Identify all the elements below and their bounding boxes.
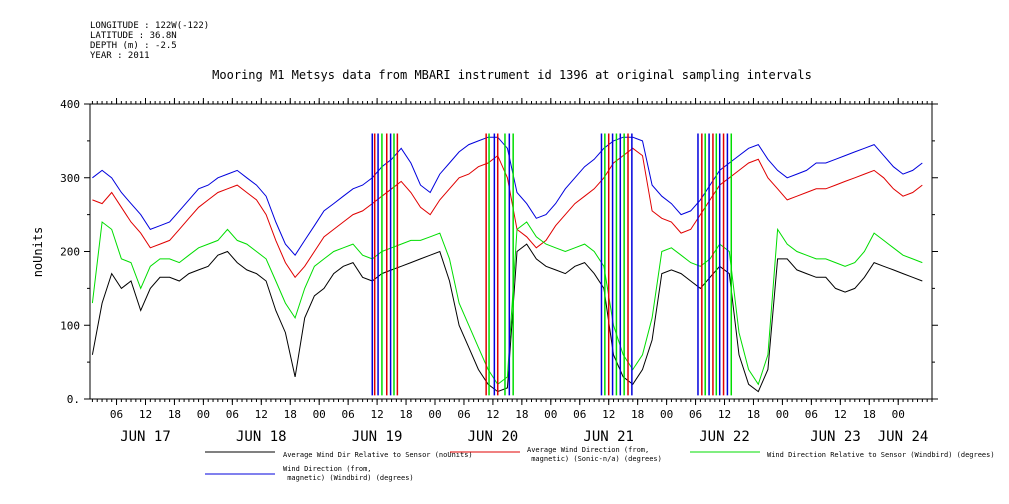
x-tick-label: 06 bbox=[805, 408, 818, 421]
x-tick-label: 18 bbox=[284, 408, 297, 421]
legend-label-line: Average Wind Direction (from, bbox=[527, 446, 649, 454]
x-day-label: JUN 18 bbox=[236, 429, 287, 445]
x-tick-label: 00 bbox=[197, 408, 210, 421]
legend-label-line: magnetic) (Windbird) (degrees) bbox=[283, 474, 414, 482]
x-day-label: JUN 20 bbox=[468, 429, 519, 445]
x-tick-label: 00 bbox=[544, 408, 557, 421]
latitude-text: LATITUDE : 36.8N bbox=[90, 31, 177, 41]
x-day-label: JUN 23 bbox=[810, 429, 861, 445]
x-tick-label: 12 bbox=[718, 408, 731, 421]
x-tick-label: 18 bbox=[863, 408, 876, 421]
x-tick-label: 00 bbox=[776, 408, 789, 421]
x-tick-label: 06 bbox=[457, 408, 470, 421]
x-tick-label: 12 bbox=[602, 408, 615, 421]
x-day-label: JUN 17 bbox=[120, 429, 171, 445]
x-tick-label: 06 bbox=[342, 408, 355, 421]
y-tick-label: 400 bbox=[60, 98, 80, 111]
legend-label-line: Wind Direction Relative to Sensor (Windb… bbox=[767, 451, 995, 459]
legend-label-3: Wind Direction (from, magnetic) (Windbir… bbox=[283, 465, 414, 482]
x-day-label: JUN 19 bbox=[352, 429, 403, 445]
depth-text: DEPTH (m) : -2.5 bbox=[90, 41, 177, 51]
x-tick-label: 06 bbox=[110, 408, 123, 421]
x-tick-label: 18 bbox=[168, 408, 181, 421]
x-tick-label: 12 bbox=[139, 408, 152, 421]
series-line-0 bbox=[91, 243, 923, 393]
x-tick-label: 12 bbox=[834, 408, 847, 421]
x-tick-label: 00 bbox=[313, 408, 326, 421]
chart-title: Mooring M1 Metsys data from MBARI instru… bbox=[212, 68, 812, 82]
y-tick-label: 0. bbox=[67, 393, 80, 406]
year-text: YEAR : 2011 bbox=[90, 51, 150, 61]
x-tick-label: 12 bbox=[486, 408, 499, 421]
x-tick-label: 12 bbox=[370, 408, 383, 421]
x-tick-label: 18 bbox=[747, 408, 760, 421]
y-tick-label: 100 bbox=[60, 319, 80, 332]
x-tick-label: 00 bbox=[892, 408, 905, 421]
y-tick-label: 200 bbox=[60, 246, 80, 259]
legend-label-1: Average Wind Direction (from, magnetic) … bbox=[527, 446, 662, 463]
x-day-label: JUN 24 bbox=[878, 429, 929, 445]
metadata-block: LONGITUDE : 122W(-122) LATITUDE : 36.8N … bbox=[90, 21, 209, 61]
x-tick-label: 06 bbox=[226, 408, 239, 421]
x-day-label: JUN 22 bbox=[699, 429, 750, 445]
legend-label-line: Average Wind Dir Relative to Sensor (noU… bbox=[283, 451, 473, 459]
axes-group: 0. 100 200 300 400 06 12 18 00 06 12 18 00 06 12 18 00 06… bbox=[60, 98, 938, 445]
x-tick-label: 06 bbox=[689, 408, 702, 421]
x-day-label: JUN 21 bbox=[583, 429, 634, 445]
legend-label-line: magnetic) (Sonic-n/a) (degrees) bbox=[527, 455, 662, 463]
x-tick-label: 12 bbox=[255, 408, 268, 421]
plot-frame bbox=[89, 103, 933, 400]
y-axis-label: noUnits bbox=[31, 227, 45, 278]
x-tick-label: 00 bbox=[660, 408, 673, 421]
plot-series-group bbox=[91, 133, 923, 396]
longitude-text: LONGITUDE : 122W(-122) bbox=[90, 21, 210, 31]
legend-label-line: Wind Direction (from, bbox=[283, 465, 372, 473]
legend-label-0: Average Wind Dir Relative to Sensor (noU… bbox=[283, 451, 473, 459]
x-tick-label: 18 bbox=[515, 408, 528, 421]
series-line-3 bbox=[92, 136, 923, 257]
x-tick-label: 18 bbox=[399, 408, 412, 421]
series-line-1 bbox=[92, 147, 923, 279]
legend: Average Wind Dir Relative to Sensor (noU… bbox=[205, 446, 995, 482]
x-tick-label: 00 bbox=[428, 408, 441, 421]
legend-label-2: Wind Direction Relative to Sensor (Windb… bbox=[767, 451, 995, 459]
x-tick-label: 18 bbox=[631, 408, 644, 421]
series-line-2 bbox=[91, 221, 923, 386]
x-tick-label: 06 bbox=[573, 408, 586, 421]
y-tick-label: 300 bbox=[60, 172, 80, 185]
